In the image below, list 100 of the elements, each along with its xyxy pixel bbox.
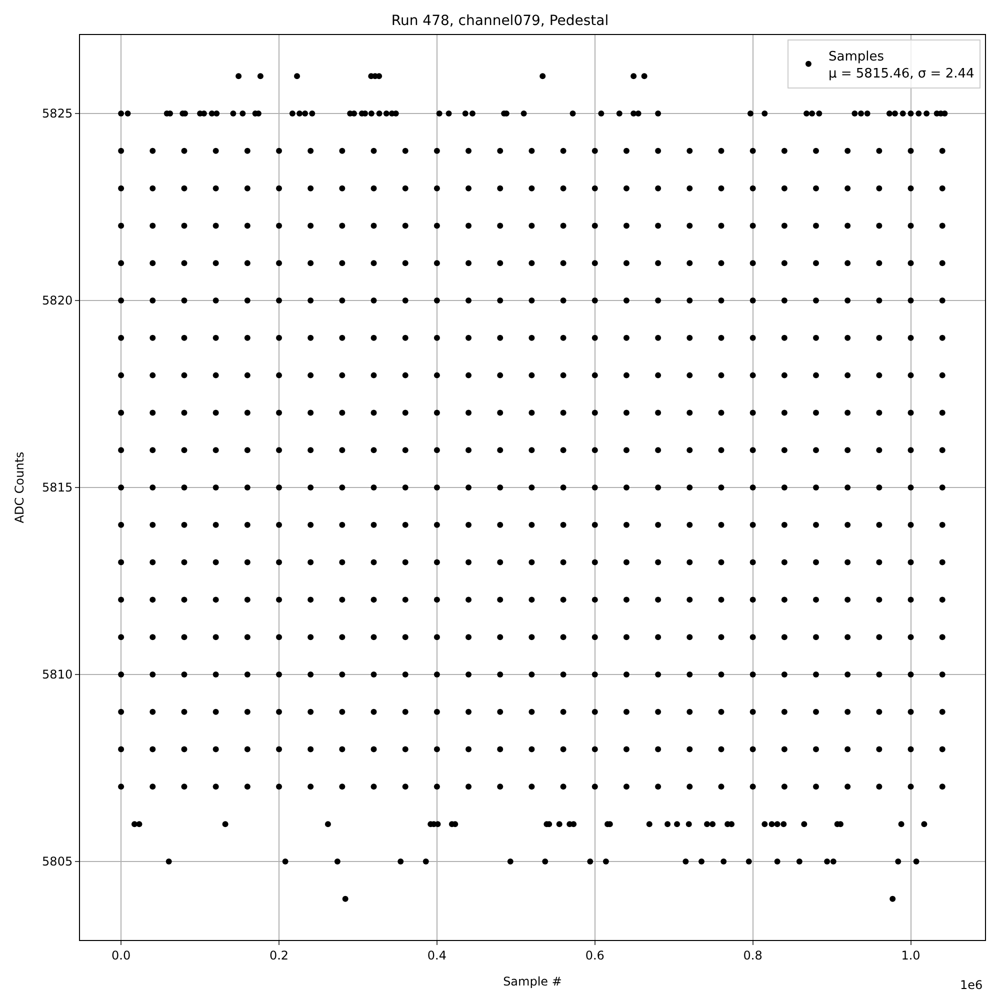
- point: [908, 110, 914, 117]
- point: [750, 334, 756, 341]
- point: [244, 559, 250, 566]
- point: [623, 708, 630, 715]
- point: [630, 73, 637, 80]
- point: [528, 148, 535, 154]
- point: [698, 858, 704, 864]
- point: [750, 372, 756, 378]
- point: [276, 634, 282, 640]
- point: [150, 559, 156, 566]
- point: [556, 821, 562, 828]
- y-tick-label: 5815: [42, 480, 73, 495]
- point: [876, 148, 882, 154]
- point: [507, 858, 514, 864]
- chart-title: Run 478, channel079, Pedestal: [391, 12, 609, 29]
- point: [939, 746, 946, 752]
- point: [497, 148, 504, 154]
- point: [655, 671, 662, 678]
- point: [939, 260, 946, 266]
- point: [118, 260, 124, 266]
- point: [876, 522, 882, 528]
- point: [118, 447, 124, 454]
- point: [276, 334, 282, 341]
- point: [686, 708, 693, 715]
- point: [876, 447, 882, 454]
- point: [655, 708, 662, 715]
- point: [497, 372, 504, 378]
- point: [339, 372, 346, 378]
- point: [402, 746, 408, 752]
- point: [276, 671, 282, 678]
- point: [434, 708, 440, 715]
- point: [434, 596, 440, 603]
- point: [747, 110, 754, 117]
- point: [781, 372, 788, 378]
- point: [686, 821, 692, 828]
- point: [813, 522, 819, 528]
- point: [276, 708, 282, 715]
- point: [339, 596, 346, 603]
- point: [276, 222, 282, 229]
- point: [402, 634, 408, 640]
- point: [592, 298, 598, 304]
- point: [308, 634, 314, 640]
- point: [181, 559, 188, 566]
- point: [876, 410, 882, 416]
- point: [718, 784, 724, 790]
- point: [560, 447, 566, 454]
- point: [890, 896, 896, 902]
- point: [434, 410, 440, 416]
- point: [244, 410, 250, 416]
- point: [718, 410, 724, 416]
- point: [623, 522, 630, 528]
- point: [750, 260, 756, 266]
- point: [339, 784, 346, 790]
- point: [230, 110, 236, 117]
- point: [813, 260, 819, 266]
- point: [308, 746, 314, 752]
- point: [750, 559, 756, 566]
- point: [466, 410, 472, 416]
- point: [402, 671, 408, 678]
- point: [939, 484, 946, 490]
- point: [497, 559, 504, 566]
- point: [181, 222, 188, 229]
- point: [339, 671, 346, 678]
- point: [296, 110, 303, 117]
- point: [308, 298, 314, 304]
- point: [781, 708, 788, 715]
- point: [497, 260, 504, 266]
- point: [602, 858, 609, 864]
- point: [282, 858, 288, 864]
- point: [402, 185, 408, 192]
- point: [466, 484, 472, 490]
- point: [466, 746, 472, 752]
- point: [646, 821, 652, 828]
- point: [181, 746, 188, 752]
- point: [560, 334, 566, 341]
- point: [528, 185, 535, 192]
- point: [592, 447, 598, 454]
- point: [939, 334, 946, 341]
- point: [616, 110, 622, 117]
- point: [309, 110, 316, 117]
- point: [150, 410, 156, 416]
- point: [244, 148, 250, 154]
- point: [655, 596, 662, 603]
- point: [781, 746, 788, 752]
- point: [118, 746, 124, 752]
- point: [560, 185, 566, 192]
- point: [497, 222, 504, 229]
- point: [908, 410, 914, 416]
- point: [598, 110, 604, 117]
- point: [710, 821, 716, 828]
- point: [181, 484, 188, 490]
- point: [686, 634, 693, 640]
- point: [244, 784, 250, 790]
- point: [497, 410, 504, 416]
- x-axis-title: Sample #: [503, 974, 562, 988]
- point: [402, 484, 408, 490]
- point: [276, 260, 282, 266]
- point: [212, 484, 219, 490]
- point: [212, 559, 219, 566]
- point: [623, 784, 630, 790]
